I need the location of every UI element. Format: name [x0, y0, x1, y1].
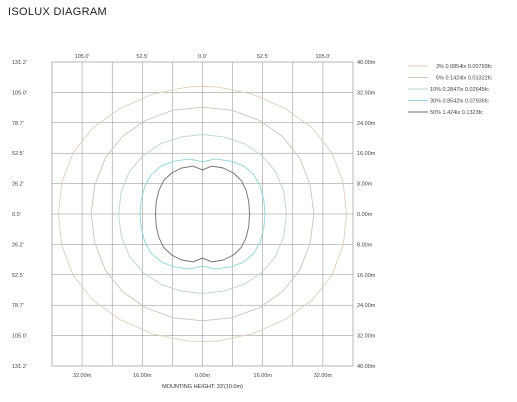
bottom-tick-label: 0.00m [195, 373, 211, 379]
right-tick-label: 24.00m [357, 303, 376, 309]
bottom-tick-label: 16.00m [254, 373, 273, 379]
legend-label: 50% 1.424lx 0.1323fc [430, 110, 483, 116]
right-tick-label: 32.00m [357, 334, 376, 340]
left-tick-label: 52.5' [12, 151, 24, 157]
page-title: ISOLUX DIAGRAM [8, 6, 107, 18]
left-tick-label: 105.0' [12, 90, 27, 96]
left-tick-label: 26.2' [12, 182, 24, 188]
isolux-contour-2 [90, 106, 315, 322]
left-tick-label: 131.2' [12, 60, 27, 66]
top-tick-label: 105.0' [315, 54, 330, 60]
top-tick-label: 105.0' [75, 54, 90, 60]
isolux-contour-4 [139, 158, 266, 270]
bottom-tick-label: 32.00m [314, 373, 333, 379]
left-tick-label: 0.0' [12, 212, 21, 218]
legend-label: 10% 0.2847lx 0.02645fc [430, 87, 489, 93]
left-tick-label: 26.2' [12, 242, 24, 248]
legend-label: 30% 0.8542lx 0.07935fc [430, 99, 489, 105]
isolux-contour-5 [155, 165, 250, 263]
legend-label: 3% 0.0854lx 0.00793fc [436, 64, 492, 70]
x-axis-label: MOUNTING HEIGHT: 33'(10.0m) [162, 384, 243, 390]
top-tick-label: 52.5' [257, 54, 269, 60]
right-tick-label: 0.00m [357, 212, 373, 218]
right-tick-label: 8.00m [357, 182, 373, 188]
chart-grid [51, 61, 354, 367]
axis-ticks: 105.0' 52.5' 0.0' 52.5' 105.0' 131.2' 105.0' 78… [12, 54, 376, 379]
left-tick-label: 131.2' [12, 364, 27, 370]
right-tick-label: 16.00m [357, 151, 376, 157]
right-tick-label: 32.00m [357, 90, 376, 96]
isolux-contour-1 [57, 85, 348, 343]
isolux-contour-3 [118, 134, 287, 294]
left-tick-label: 52.5' [12, 273, 24, 279]
right-tick-label: 40.00m [357, 60, 376, 66]
left-tick-label: 105.0' [12, 334, 27, 340]
right-tick-label: 16.00m [357, 273, 376, 279]
bottom-tick-label: 16.00m [133, 373, 152, 379]
left-tick-label: 78.7' [12, 121, 24, 127]
bottom-tick-label: 32.00m [73, 373, 92, 379]
top-tick-label: 0.0' [198, 54, 207, 60]
left-tick-label: 78.7' [12, 303, 24, 309]
chart-legend: 3% 0.0854lx 0.00793fc 5% 0.1424lx 0.01322… [408, 64, 492, 116]
isolux-contours [57, 85, 348, 343]
right-tick-label: 40.00m [357, 364, 376, 370]
right-tick-label: 24.00m [357, 121, 376, 127]
right-tick-label: 8.00m [357, 242, 373, 248]
top-tick-label: 52.5' [136, 54, 148, 60]
legend-label: 5% 0.1424lx 0.01322fc [436, 76, 492, 82]
